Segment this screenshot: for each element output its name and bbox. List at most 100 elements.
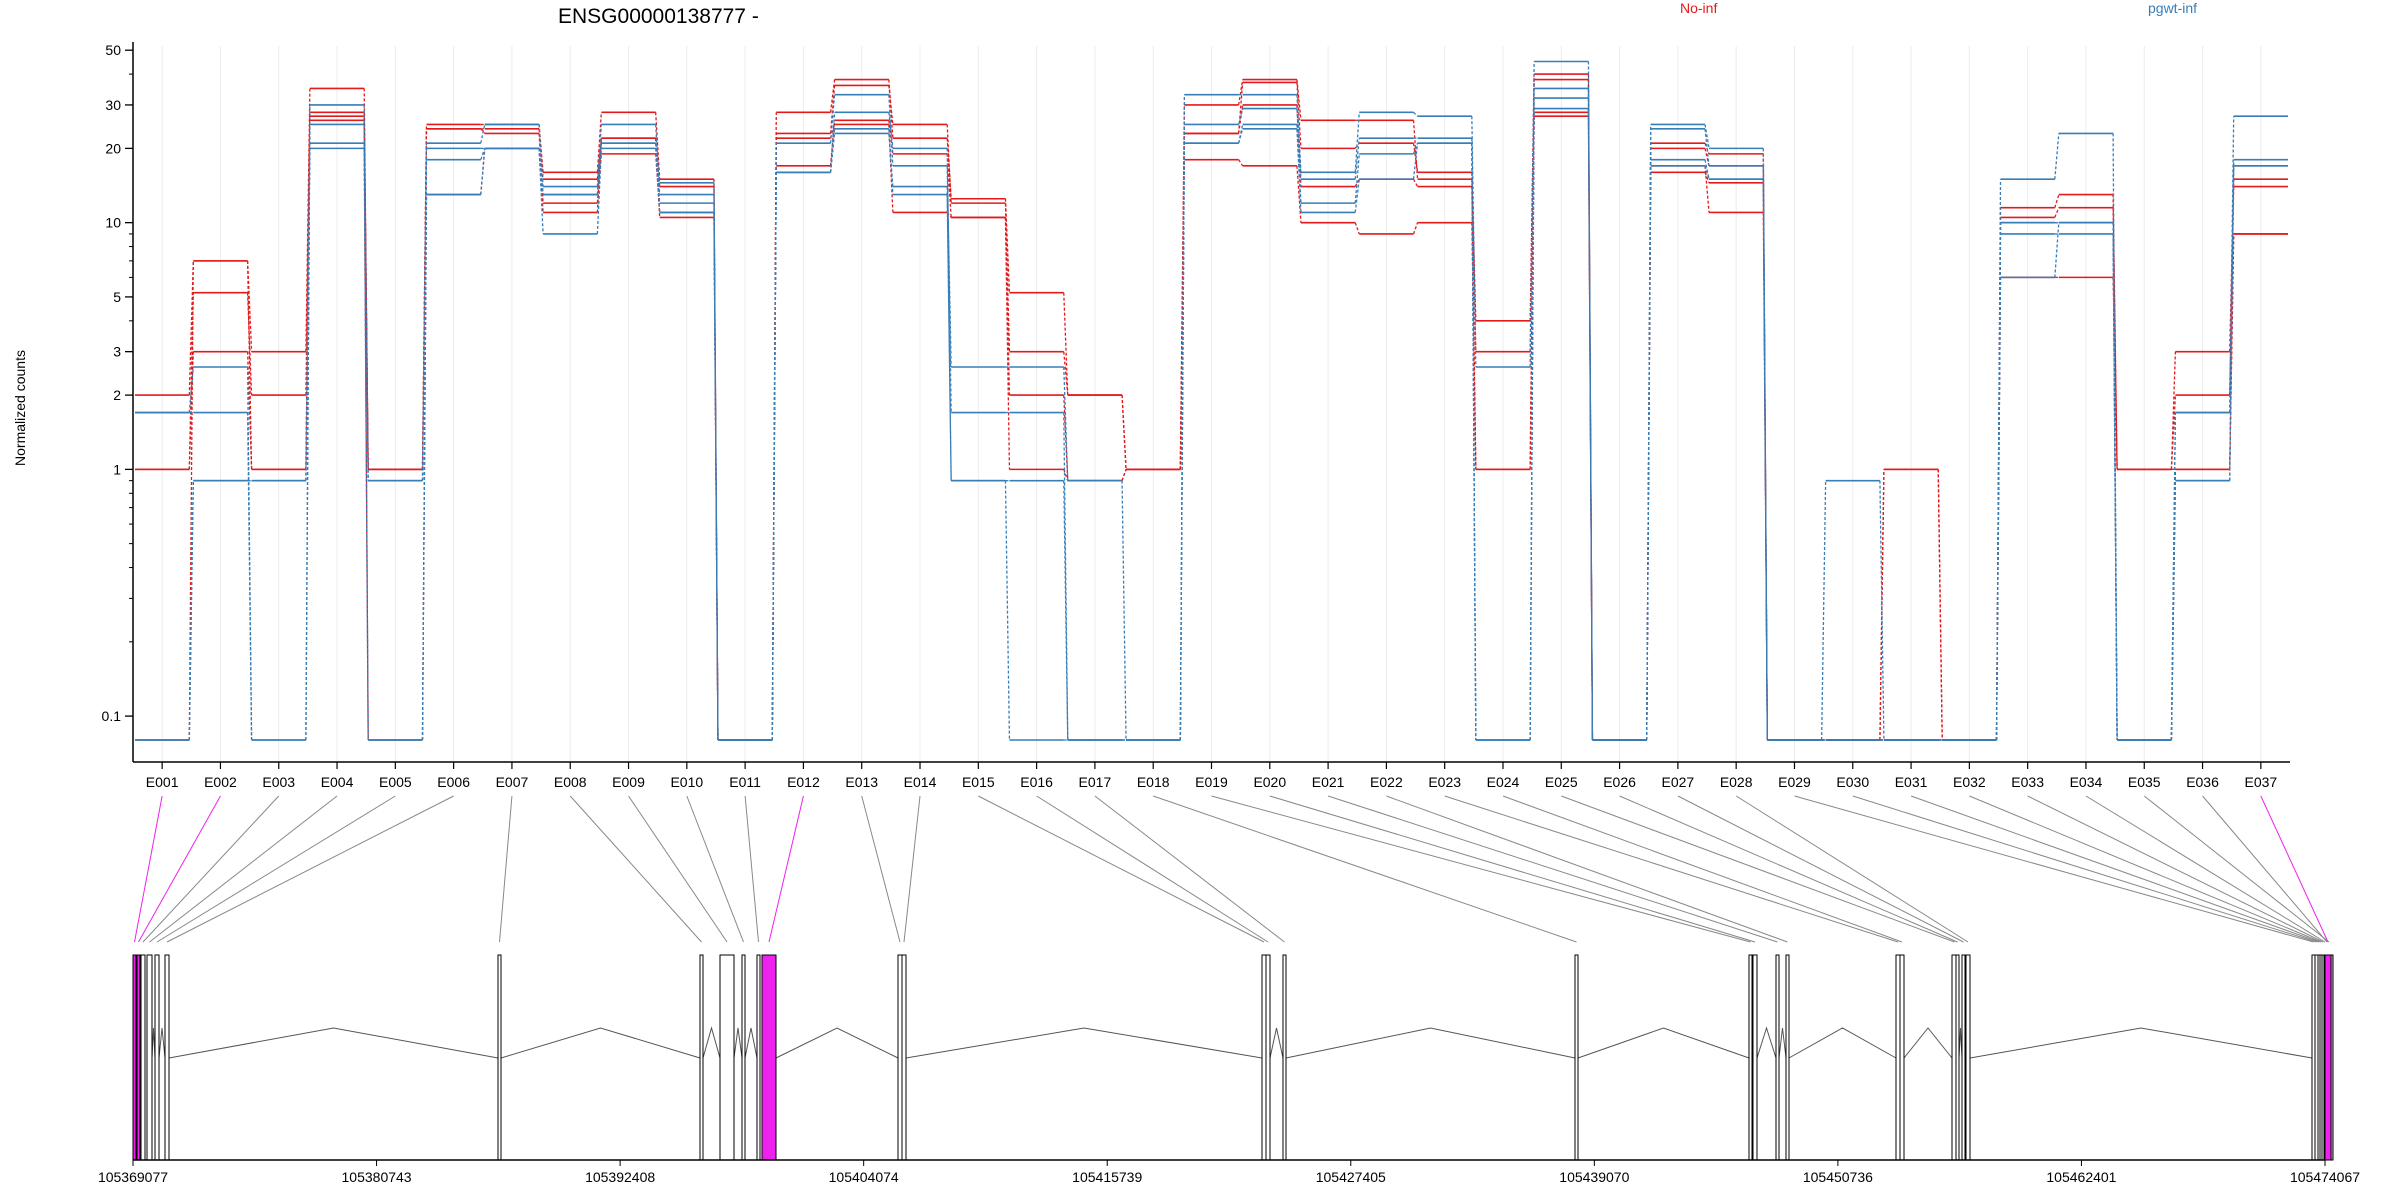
data-connector: [1063, 469, 1069, 481]
data-connector: [1995, 277, 2002, 741]
series-lines: [135, 60, 2288, 741]
data-connector: [829, 94, 836, 144]
data-connector: [655, 112, 661, 180]
chart-title: ENSG00000138777 -: [558, 5, 759, 28]
data-connector: [1238, 79, 1244, 106]
exon-connector: [978, 795, 1265, 943]
exon-block: [699, 954, 704, 1161]
data-connector: [1354, 222, 1360, 235]
x-tick-label: E014: [904, 774, 937, 790]
data-connector: [538, 124, 544, 187]
exon-block: [901, 954, 907, 1161]
exon-connector: [138, 795, 221, 943]
exon-connector: [1153, 795, 1577, 943]
data-connector: [771, 112, 777, 741]
data-connector: [1704, 128, 1710, 166]
data-connector: [1238, 82, 1244, 134]
data-connector: [2170, 395, 2177, 470]
data-connector: [888, 85, 894, 125]
x-tick-label: E025: [1545, 774, 1578, 790]
data-connector: [946, 148, 952, 413]
data-connector: [946, 138, 952, 199]
data-connector: [480, 128, 486, 134]
exon-block: [897, 954, 903, 1161]
exon-connector: [1969, 795, 2322, 943]
x-tick-label: E024: [1487, 774, 1520, 790]
exon-connector: [1036, 795, 1269, 943]
x-tick-label: E010: [670, 774, 703, 790]
exon-block: [146, 954, 153, 1161]
data-connector: [655, 148, 661, 213]
x-tick-label: E026: [1603, 774, 1636, 790]
exon-connector: [1619, 795, 1958, 943]
data-connector: [1354, 179, 1360, 213]
data-connector: [946, 124, 952, 204]
exon-connector: [1211, 795, 1751, 943]
gene-model: 105369077 105380743 105392408 105404074 1054…: [98, 954, 2360, 1185]
data-connector: [305, 148, 311, 481]
data-connector: [1296, 108, 1302, 180]
data-connector: [363, 148, 369, 741]
data-connector: [1762, 179, 1768, 741]
data-connector: [1587, 61, 1594, 741]
series-8: [135, 107, 2288, 741]
data-connector: [829, 79, 836, 113]
x-tick-label: E006: [437, 774, 470, 790]
exon-block: [140, 954, 146, 1161]
exon-connector: [2027, 795, 2324, 943]
exon-connector: [1502, 795, 1903, 943]
exon-block: [1961, 954, 1966, 1161]
vertical-gridlines: [161, 46, 2262, 762]
data-connector: [1063, 480, 1069, 741]
exon-connector: [1327, 795, 1778, 943]
exon-block: [132, 954, 137, 1161]
exon-connector: [156, 795, 396, 943]
x-tick-label: E020: [1253, 774, 1286, 790]
exon-block: [741, 954, 746, 1161]
x-tick-label: E028: [1720, 774, 1753, 790]
data-connector: [363, 104, 369, 481]
data-connector: [829, 85, 836, 134]
exon-connector: [1561, 795, 1955, 943]
data-connector: [829, 128, 836, 173]
data-connector: [1879, 480, 1885, 741]
data-connector: [1238, 159, 1244, 167]
coordinate-label: 105450736: [1803, 1169, 1873, 1185]
x-tick-label: E017: [1079, 774, 1112, 790]
data-connector: [2229, 165, 2235, 413]
exon-block: [136, 954, 141, 1161]
x-tick-label: E001: [146, 774, 179, 790]
x-tick-label: E019: [1195, 774, 1228, 790]
exon-connector: [768, 795, 804, 943]
exon-connector: [1677, 795, 1964, 943]
exon-block: [1748, 954, 1753, 1161]
data-connector: [1238, 128, 1244, 144]
exon-connector: [1910, 795, 2320, 943]
data-connector: [1121, 469, 1127, 481]
exon-block: [1965, 954, 1971, 1161]
x-tick-label: E002: [204, 774, 237, 790]
data-connector: [1354, 153, 1360, 204]
exon-connector: [744, 795, 759, 943]
data-connector: [538, 133, 544, 204]
x-tick-label: E016: [1020, 774, 1053, 790]
x-tick-label: E008: [554, 774, 587, 790]
data-connector: [1762, 148, 1768, 741]
y-tick-label: 50: [105, 42, 121, 58]
data-connector: [2054, 207, 2060, 218]
x-tick-label: E005: [379, 774, 412, 790]
exon-connector: [861, 795, 901, 943]
exon-block: [756, 954, 761, 1161]
data-connector: [596, 112, 603, 173]
data-connector: [1413, 111, 1418, 117]
x-tick-label: E012: [787, 774, 820, 790]
data-connector: [2170, 480, 2177, 741]
x-tick-label: E004: [321, 774, 354, 790]
data-connector: [1121, 480, 1127, 741]
data-connector: [1820, 480, 1827, 741]
data-connector: [363, 120, 369, 741]
data-connector: [246, 366, 253, 741]
y-axis-label: Normalized counts: [12, 350, 28, 466]
data-connector: [480, 148, 486, 195]
